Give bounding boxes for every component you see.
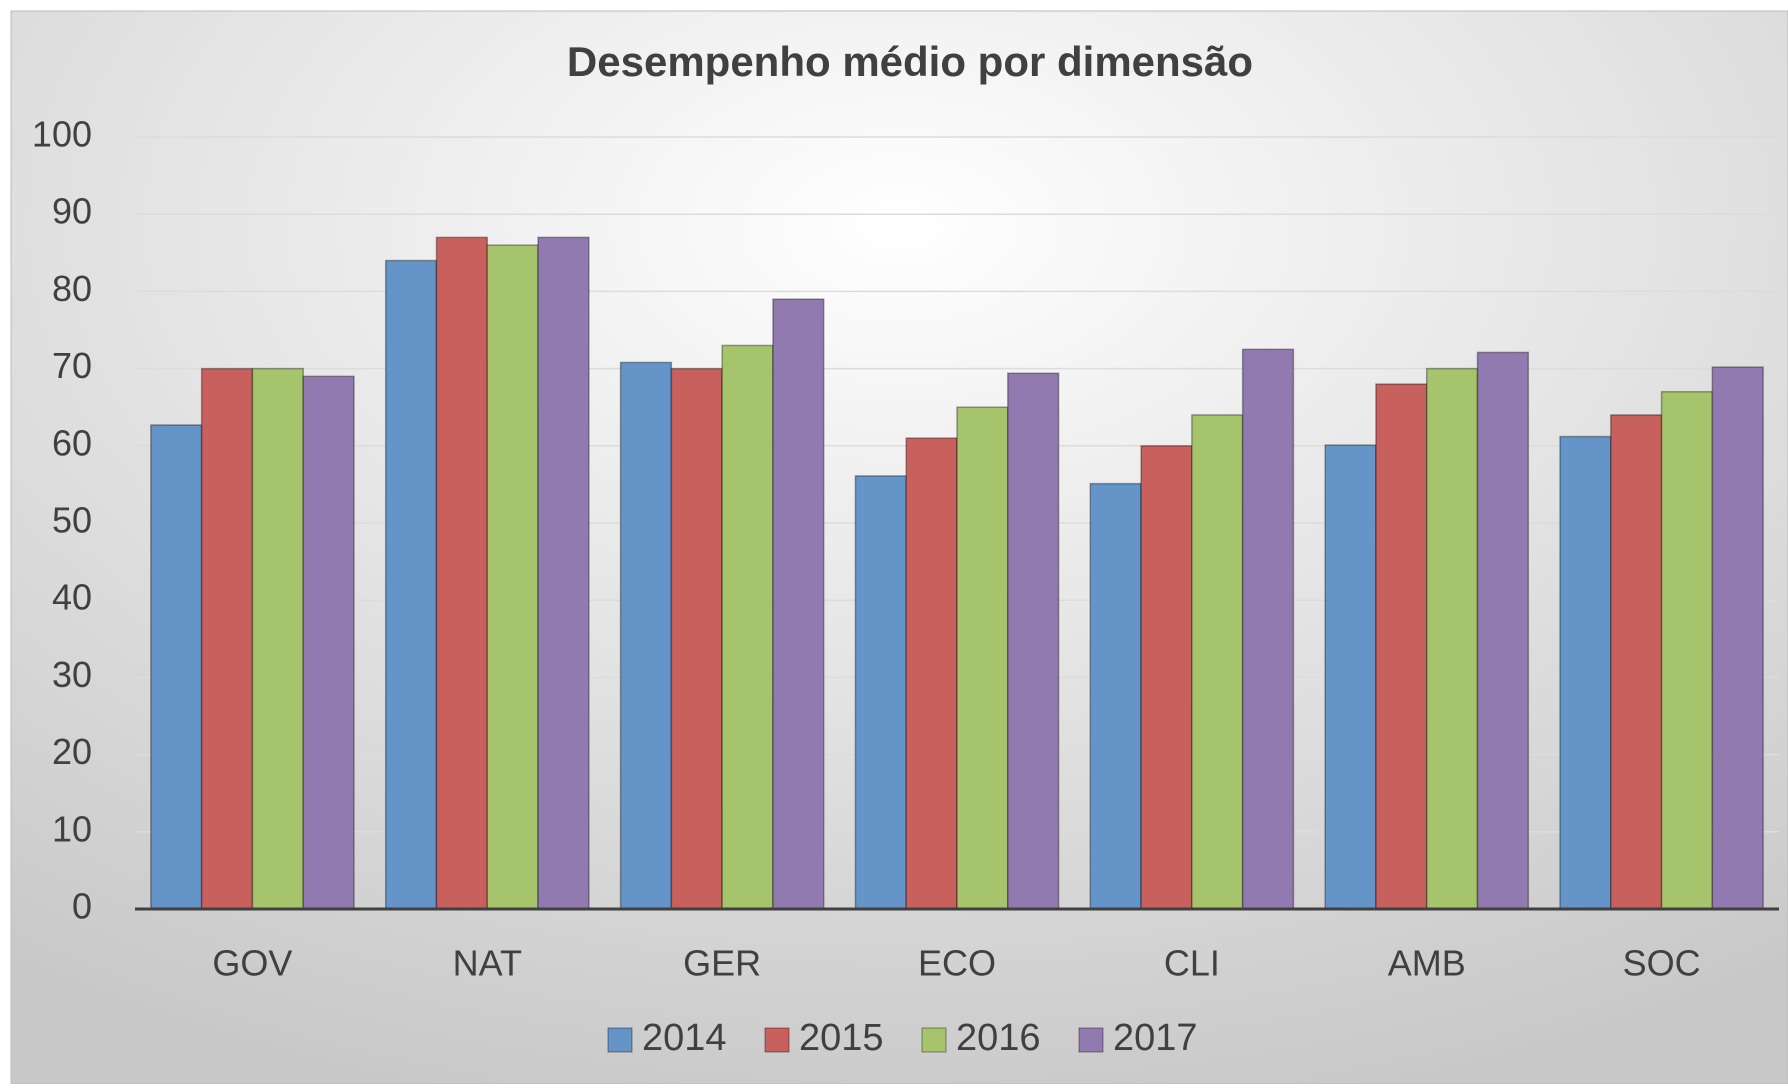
legend-swatch (764, 1027, 790, 1053)
bar (1007, 372, 1060, 910)
bar (384, 259, 438, 910)
bar (619, 361, 673, 910)
y-tick-label: 40 (52, 577, 92, 618)
y-tick-label: 30 (52, 654, 92, 695)
legend-swatch (921, 1027, 947, 1053)
bar (1324, 444, 1377, 910)
x-tick-label: CLI (1164, 943, 1220, 984)
bar (1375, 383, 1428, 910)
x-tick-label: GOV (212, 943, 292, 984)
bar (435, 236, 489, 910)
bar (670, 367, 723, 910)
bar (1241, 348, 1295, 910)
bar (200, 367, 254, 910)
bar (537, 236, 590, 910)
y-tick-label: 80 (52, 268, 92, 309)
x-tick-label: ECO (918, 943, 996, 984)
bar (905, 437, 958, 910)
y-tick-label: 60 (52, 422, 92, 463)
bar (1191, 414, 1244, 910)
bar (1425, 367, 1479, 910)
bar (721, 344, 774, 910)
bar (251, 367, 304, 910)
x-tick-label: AMB (1388, 943, 1466, 984)
legend-label: 2016 (956, 1017, 1041, 1059)
y-tick-label: 90 (52, 191, 92, 232)
bar (1660, 391, 1714, 910)
bar (1559, 435, 1612, 910)
y-tick-label: 20 (52, 731, 92, 772)
bar (956, 406, 1009, 910)
x-tick-label: SOC (1623, 943, 1701, 984)
bar (486, 244, 539, 910)
y-tick-label: 0 (72, 886, 92, 927)
legend-label: 2014 (642, 1017, 727, 1059)
bar (1140, 445, 1193, 910)
legend-swatch (1078, 1027, 1104, 1053)
bar (150, 424, 203, 910)
x-tick-label: NAT (453, 943, 522, 984)
y-tick-label: 100 (32, 114, 92, 155)
bar (302, 375, 355, 910)
y-tick-label: 10 (52, 808, 92, 849)
legend-label: 2015 (799, 1017, 884, 1059)
bar (1089, 482, 1142, 910)
bar (1711, 366, 1764, 910)
chart-title: Desempenho médio por dimensão (567, 38, 1253, 85)
y-tick-label: 50 (52, 500, 92, 541)
legend-label: 2017 (1113, 1017, 1198, 1059)
x-tick-label: GER (683, 943, 761, 984)
y-tick-label: 70 (52, 345, 92, 386)
bar (1476, 351, 1530, 910)
bar (1610, 414, 1663, 910)
bar (772, 298, 825, 910)
legend-swatch (607, 1027, 633, 1053)
bar (854, 475, 907, 910)
